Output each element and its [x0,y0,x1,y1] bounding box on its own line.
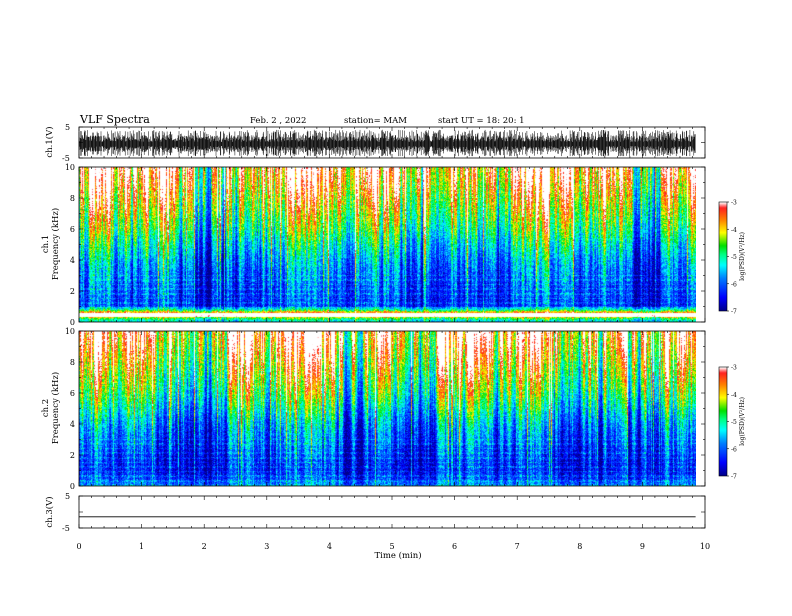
ch1-waveform-trace [78,129,696,157]
ch1-spectrogram-panel: 0 2 4 6 8 10 [65,163,706,327]
x-tick-label: 5 [389,542,394,551]
cb2-tick-label: -5 [731,419,737,426]
x-tick-label: 6 [452,542,457,551]
ch3-ytick-label: -5 [62,524,70,533]
ch1-waveform-panel: 5 -5 [62,123,706,163]
p3-ytick-label: 0 [70,482,75,491]
ch1-waveform-ylabel: ch.1(V) [44,126,55,157]
p2-ytick-label: 6 [70,225,75,234]
x-axis: 0 1 2 3 4 5 6 7 8 9 10 [76,542,710,551]
x-tick-label: 4 [327,542,332,551]
start-time-label: start UT = 18: 20: 1 [438,116,525,126]
cb1-tick-label: -3 [731,200,737,207]
x-tick-label: 10 [700,542,710,551]
x-tick-label: 0 [76,542,81,551]
p4-frame [78,495,706,529]
p2-ytick-label: 10 [65,163,75,172]
p2-ytick-label: 4 [70,256,75,265]
ch1-colorbar: -3 -4 -5 -6 -7 log(PSD)(V²/Hz) [718,200,746,316]
ch1-colorbar-gradient [719,202,727,311]
x-tick-label: 1 [139,542,144,551]
x-tick-label: 8 [577,542,582,551]
cb2-tick-label: -7 [731,474,737,481]
x-tick-label: 7 [515,542,520,551]
p2-ytick-label: 0 [70,318,75,327]
p3-ytick-label: 2 [70,451,75,460]
p3-ytick-label: 10 [65,327,75,336]
ch1-spectrogram-image [79,167,696,322]
p3-ytick-label: 4 [70,420,75,429]
ch2-colorbar: -3 -4 -5 -6 -7 log(PSD)(V²/Hz) [718,365,746,481]
cb2-tick-label: -3 [731,365,737,372]
cb2-tick-label: -6 [731,446,737,453]
ch1-spectrogram-ylabel-freq: Frequency (kHz) [50,208,61,280]
ch2-colorbar-gradient [719,367,727,476]
cb1-tick-label: -4 [731,227,737,234]
ch1-ytick-label: 5 [65,123,70,132]
x-tick-label: 2 [202,542,207,551]
ch3-waveform-panel: 5 -5 [62,492,706,533]
cb2-tick-label: -4 [731,392,737,399]
cb1-tick-label: -7 [731,309,737,316]
x-tick-label: 9 [640,542,645,551]
station-label: station= MAM [344,116,407,126]
ch2-spectrogram-image [79,331,696,486]
ch1-ytick-label: -5 [62,154,70,163]
cb1-tick-label: -6 [731,281,737,288]
ch3-ytick-label: 5 [65,492,70,501]
ch2-spectrogram-panel: 0 2 4 6 8 10 [65,327,706,491]
ch2-spectrogram-ylabel: ch.2 [41,399,51,417]
cb1-tick-label: -5 [731,254,737,261]
p3-ytick-label: 8 [70,358,75,367]
x-axis-label: Time (min) [374,550,421,561]
cb1-label: log(PSD)(V²/Hz) [739,232,746,281]
x-tick-label: 3 [264,542,269,551]
date-label: Feb. 2 , 2022 [250,116,306,126]
p3-ytick-label: 6 [70,389,75,398]
p2-ytick-label: 8 [70,194,75,203]
p2-ytick-label: 2 [70,287,75,296]
ch2-spectrogram-ylabel-freq: Frequency (kHz) [50,372,61,444]
figure-title: VLF Spectra [79,113,150,126]
cb2-label: log(PSD)(V²/Hz) [739,397,746,446]
ch1-spectrogram-ylabel: ch.1 [41,235,51,253]
ch3-waveform-ylabel: ch.3(V) [44,496,55,527]
